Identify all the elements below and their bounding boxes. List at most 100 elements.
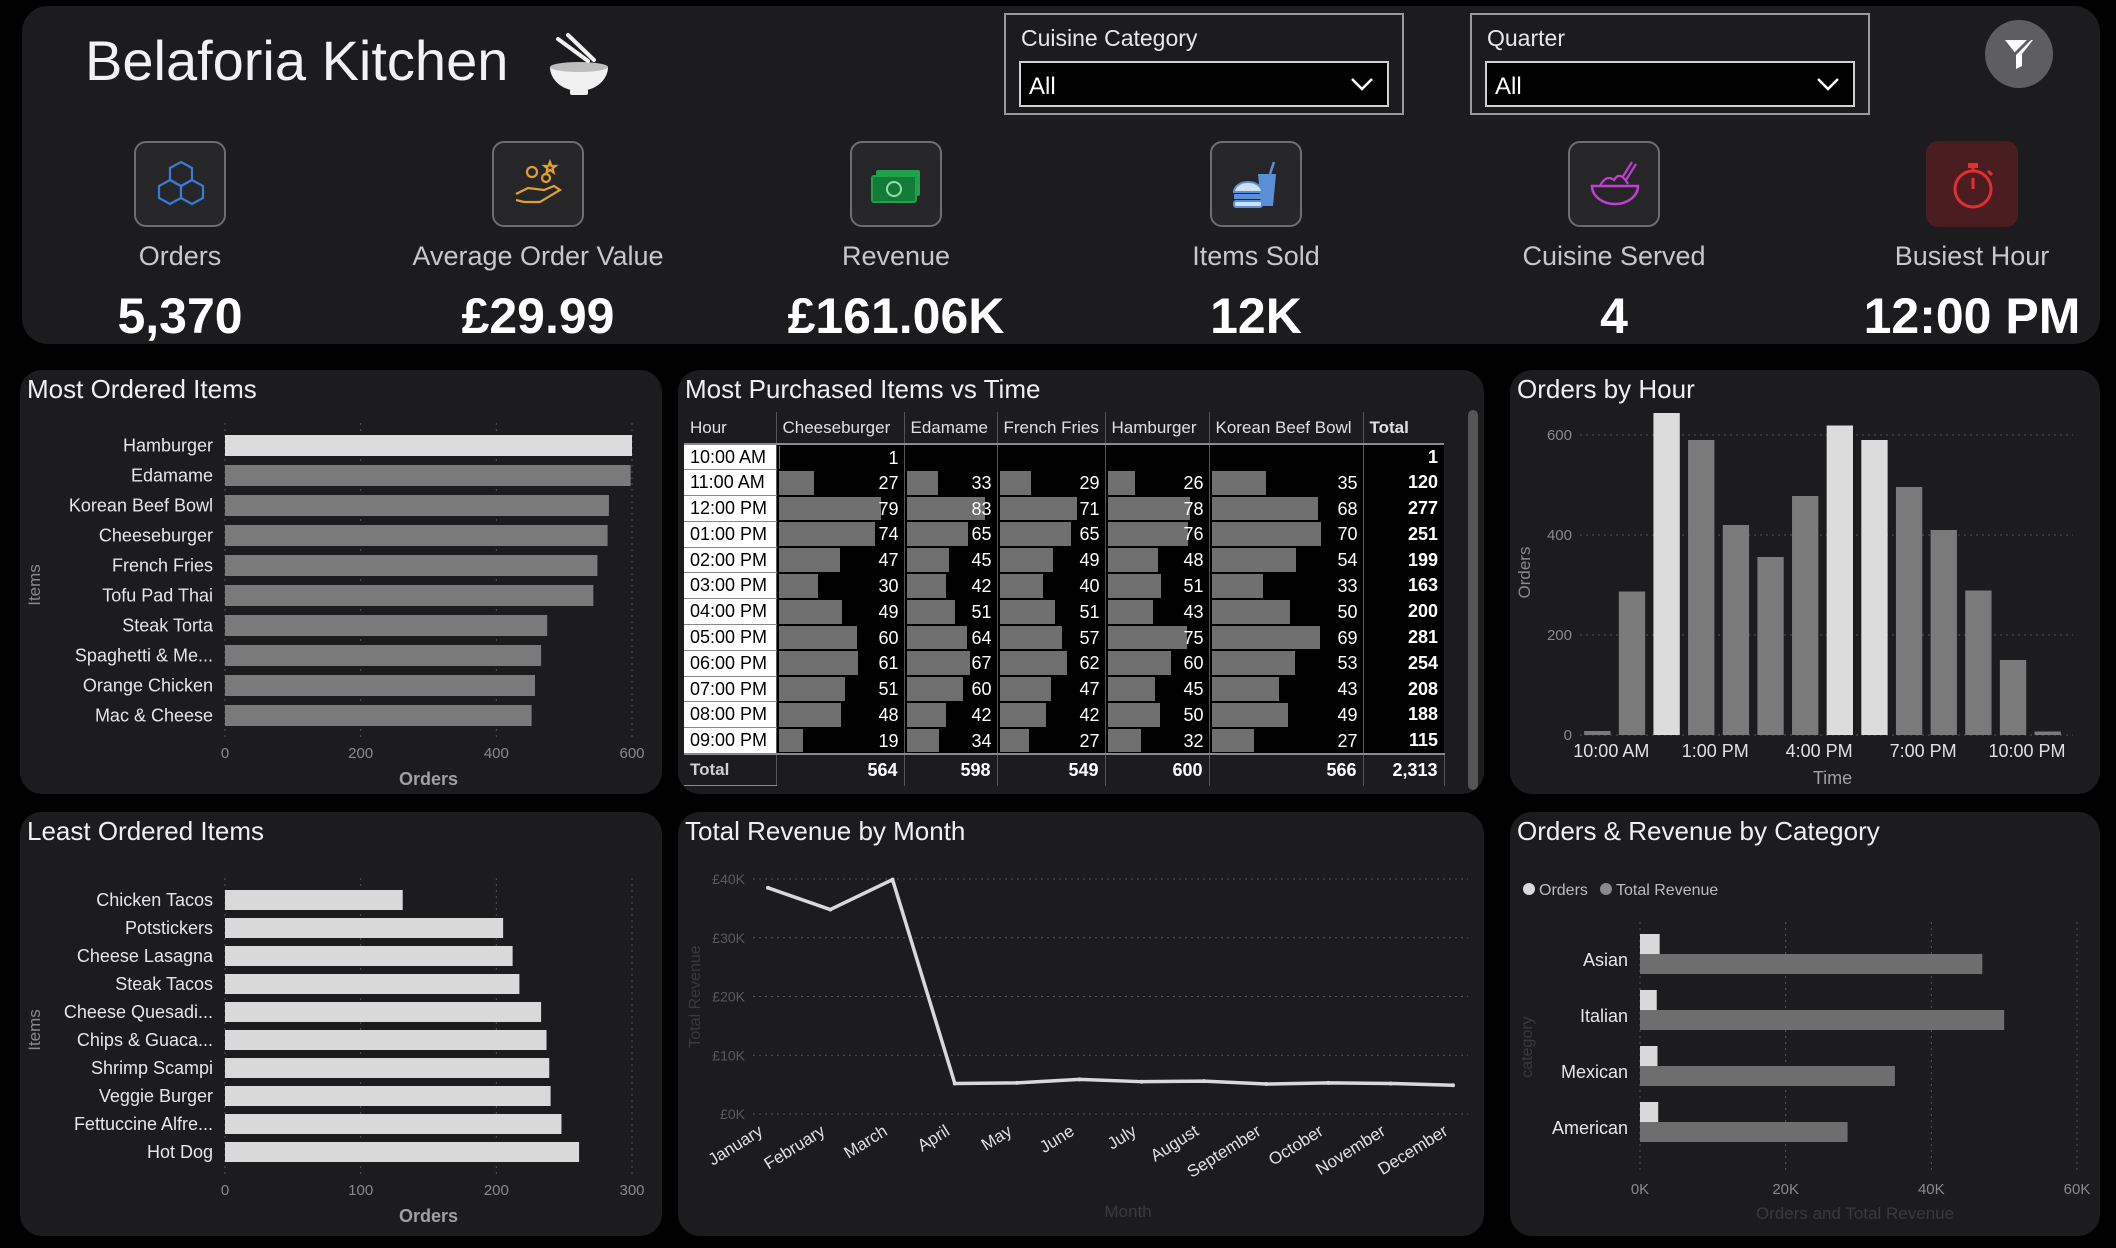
bar	[225, 465, 631, 486]
data-bar	[1212, 677, 1279, 701]
category-label: Shrimp Scampi	[91, 1058, 213, 1078]
data-bar	[1000, 497, 1078, 521]
x-tick-label: 20K	[1772, 1181, 1799, 1198]
kpi-value: 5,370	[22, 287, 350, 344]
dropdown-value: All	[1495, 73, 1522, 101]
cell-value: 33	[1337, 576, 1357, 597]
kpi-orders: Orders 5,370	[22, 141, 350, 344]
value-cell: 57	[997, 625, 1105, 651]
bar	[2035, 732, 2061, 736]
value-cell: 65	[997, 521, 1105, 547]
data-bar	[779, 471, 814, 495]
cell-value: 42	[971, 576, 991, 597]
y-axis-title: Orders	[1515, 547, 1534, 599]
cell-value: 33	[971, 473, 991, 494]
cuisine-category-dropdown[interactable]: All	[1019, 61, 1389, 107]
value-cell	[997, 444, 1105, 470]
value-cell: 42	[904, 702, 997, 728]
y-tick-label: 200	[1547, 627, 1572, 644]
legend-marker	[1600, 883, 1612, 895]
value-cell: 47	[776, 547, 904, 573]
value-cell: 51	[1105, 573, 1209, 599]
value-cell: 78	[1105, 496, 1209, 522]
kpi-value: £161.06K	[726, 287, 1066, 344]
y-tick-label: 0	[1564, 727, 1572, 744]
data-bar	[1108, 574, 1162, 598]
slicer-cuisine-category[interactable]: Cuisine Category All	[1004, 13, 1404, 115]
data-bar	[907, 729, 939, 752]
clear-filters-button[interactable]	[1985, 20, 2053, 88]
data-bar	[779, 497, 882, 521]
cell-value: 49	[1337, 705, 1357, 726]
most-ordered-chart[interactable]: 0 200 400 600 Hamburger Edamame Korean Beef Bo…	[20, 370, 662, 794]
kpi-icon-frame	[492, 141, 584, 227]
row-total: 277	[1363, 496, 1444, 522]
hand-coins-icon	[510, 156, 568, 214]
cell-value: 68	[1337, 499, 1357, 520]
data-bar	[907, 522, 968, 546]
category-label: Veggie Burger	[99, 1086, 213, 1106]
x-axis-title: Orders	[399, 1206, 458, 1226]
column-header[interactable]: French Fries	[997, 412, 1105, 444]
data-bar	[1108, 651, 1171, 675]
dropdown-value: All	[1029, 73, 1056, 101]
value-cell: 49	[776, 599, 904, 625]
chart-title: Orders by Hour	[1517, 374, 1695, 405]
table-row: 08:00 PM 48 42 42 50 49 188	[684, 702, 1444, 728]
y-tick-label: £30K	[712, 930, 745, 946]
cell-value: 51	[1183, 576, 1203, 597]
least-ordered-chart[interactable]: 0 100 200 300 Chicken Tacos Potstickers Cheese…	[20, 812, 662, 1236]
column-header[interactable]: Hamburger	[1105, 412, 1209, 444]
cell-value: 27	[878, 473, 898, 494]
cell-value: 42	[1079, 705, 1099, 726]
value-cell: 60	[904, 676, 997, 702]
hour-cell: 06:00 PM	[684, 650, 776, 676]
purchased-vs-time-matrix[interactable]: Hour Cheeseburger Edamame French Fries Hambu…	[684, 412, 1464, 786]
hour-cell: 05:00 PM	[684, 625, 776, 651]
kpi-label: Busiest Hour	[1802, 241, 2100, 272]
y-tick-label: £20K	[712, 989, 745, 1005]
value-cell: 74	[776, 521, 904, 547]
value-cell: 27	[997, 728, 1105, 754]
bar	[225, 1142, 579, 1162]
cell-value: 27	[1079, 731, 1099, 752]
salad-bowl-icon	[1586, 156, 1644, 214]
value-cell: 75	[1105, 625, 1209, 651]
data-bar	[1000, 626, 1062, 650]
orders-by-hour-chart[interactable]: 0 200 400 600 10:00 AM 1:00 PM 4:00 PM 7:00 PM 1…	[1510, 370, 2100, 794]
quarter-dropdown[interactable]: All	[1485, 61, 1855, 107]
cell-value: 48	[1183, 550, 1203, 571]
value-cell: 45	[904, 547, 997, 573]
value-cell: 30	[776, 573, 904, 599]
bar	[1584, 731, 1610, 735]
orders-revenue-category-chart[interactable]: 0K 20K 40K 60K Orders Total Revenue Asian Itali…	[1510, 812, 2100, 1236]
column-header[interactable]: Cheeseburger	[776, 412, 904, 444]
cell-value: 34	[971, 731, 991, 752]
data-bar	[1108, 497, 1190, 521]
matrix-scrollbar[interactable]	[1468, 410, 1478, 790]
data-bar	[1000, 703, 1046, 727]
header-panel: Belaforia Kitchen Cuisine Category All Q…	[22, 6, 2100, 344]
category-label: Hamburger	[123, 436, 213, 456]
data-bar	[779, 600, 843, 624]
table-row: 12:00 PM 79 83 71 78 68 277	[684, 496, 1444, 522]
row-total: 115	[1363, 728, 1444, 754]
column-header[interactable]: Hour	[684, 412, 776, 444]
column-header[interactable]: Total	[1363, 412, 1444, 444]
column-header[interactable]: Edamame	[904, 412, 997, 444]
kpi-cuisine-served: Cuisine Served 4	[1444, 141, 1784, 344]
column-header[interactable]: Korean Beef Bowl	[1209, 412, 1363, 444]
cubes-icon	[152, 156, 210, 214]
value-cell: 62	[997, 650, 1105, 676]
slicer-quarter[interactable]: Quarter All	[1470, 13, 1870, 115]
hour-cell: 12:00 PM	[684, 496, 776, 522]
bar	[225, 1114, 561, 1134]
x-tick-label: February	[761, 1121, 829, 1173]
value-cell: 51	[776, 676, 904, 702]
data-bar	[1212, 471, 1267, 495]
orders-by-hour-panel: Orders by Hour 0 200 400 600 10:00 AM 1:00 PM…	[1510, 370, 2100, 794]
category-label: Mexican	[1561, 1062, 1628, 1082]
category-label: Chips & Guaca...	[77, 1030, 213, 1050]
kpi-value: 4	[1444, 287, 1784, 344]
